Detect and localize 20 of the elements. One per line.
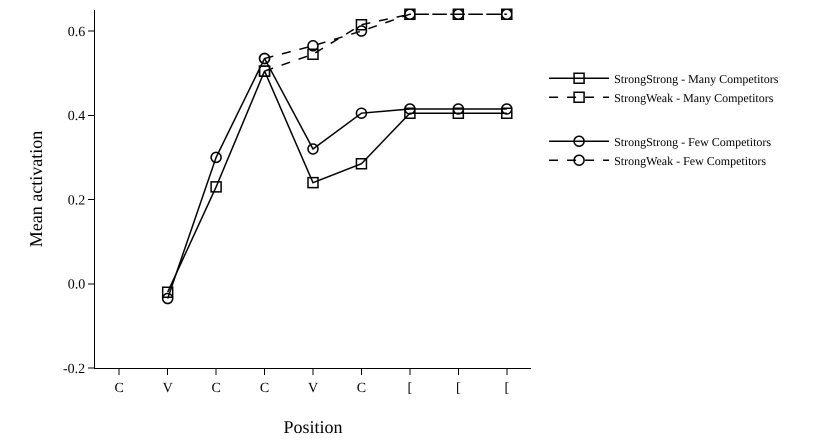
x-tick-label: C	[114, 380, 124, 396]
x-tick-label: C	[260, 380, 270, 396]
x-tick-label: C	[211, 380, 221, 396]
y-tick-label: 0.2	[68, 193, 86, 208]
y-tick-label: 0.6	[68, 24, 86, 40]
x-tick-label: C	[356, 380, 366, 396]
x-tick-label: [	[504, 380, 510, 396]
legend-label: StrongStrong - Few Competitors	[614, 134, 772, 149]
x-axis-title: Position	[283, 416, 343, 437]
legend-label: StrongWeak - Many Competitors	[614, 90, 774, 105]
y-axis-title: Mean activation	[26, 130, 46, 248]
y-tick-label: 0.0	[68, 278, 86, 293]
y-tick-label: -0.2	[63, 362, 86, 377]
x-tick-label: V	[308, 380, 318, 396]
x-tick-label: V	[162, 380, 173, 396]
y-tick-label: 0.4	[68, 109, 86, 124]
x-tick-label: [	[456, 380, 461, 396]
x-tick-label: [	[408, 380, 413, 396]
legend-label: StrongWeak - Few Competitors	[614, 154, 766, 168]
legend-label: StrongStrong - Many Competitors	[614, 72, 779, 86]
